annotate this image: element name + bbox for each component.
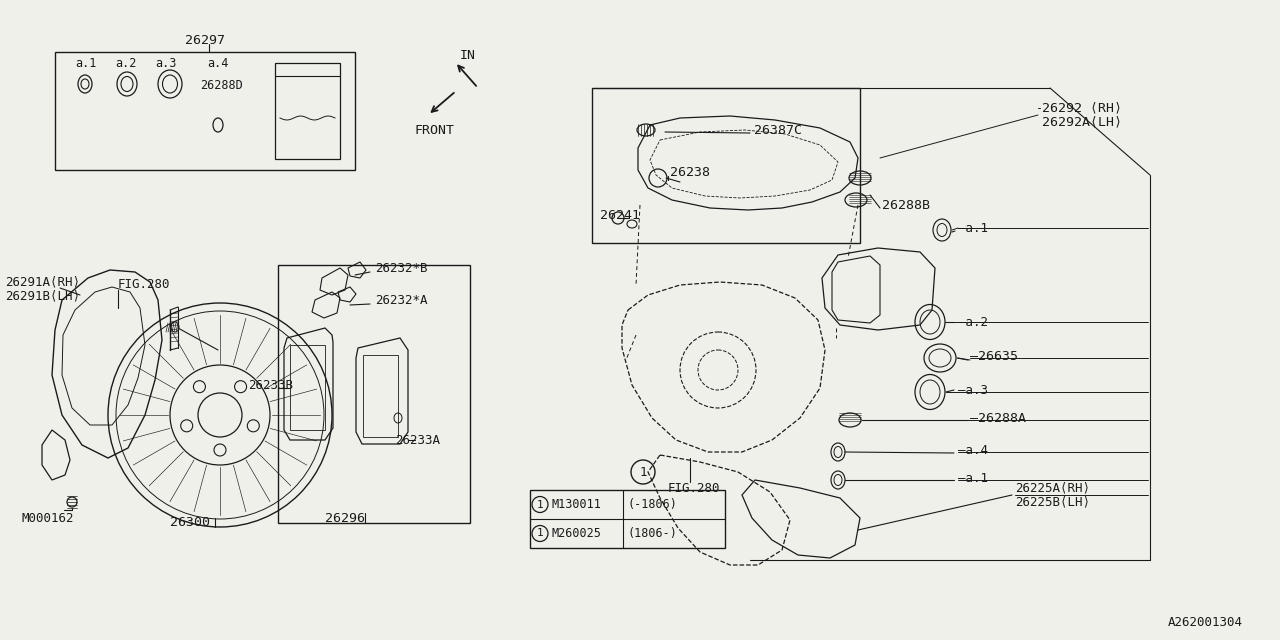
- Text: 1: 1: [536, 499, 544, 509]
- Text: 26288B: 26288B: [882, 198, 931, 211]
- Text: 26292A⟨LH⟩: 26292A⟨LH⟩: [1042, 115, 1123, 129]
- Text: a.1: a.1: [76, 56, 96, 70]
- Text: 26241: 26241: [600, 209, 640, 221]
- Text: IN: IN: [460, 49, 476, 61]
- Text: FIG.280: FIG.280: [668, 481, 721, 495]
- Text: —a.3: —a.3: [957, 383, 988, 397]
- Text: —a.2: —a.2: [957, 316, 988, 328]
- Text: 26291B⟨LH⟩: 26291B⟨LH⟩: [5, 289, 79, 303]
- Text: 26232*B: 26232*B: [375, 262, 428, 275]
- Text: 26238: 26238: [669, 166, 710, 179]
- Bar: [530, 490, 724, 548]
- Text: FRONT: FRONT: [415, 124, 454, 136]
- Text: 26232*A: 26232*A: [375, 294, 428, 307]
- Text: —26288A: —26288A: [970, 412, 1027, 424]
- Text: 26387C: 26387C: [754, 124, 803, 136]
- Text: a.2: a.2: [115, 56, 137, 70]
- Text: —a.4: —a.4: [957, 444, 988, 456]
- Text: (-1806): (-1806): [628, 498, 678, 511]
- Text: 26225B⟨LH⟩: 26225B⟨LH⟩: [1015, 495, 1091, 509]
- Bar: [364, 355, 398, 437]
- Text: —26635: —26635: [970, 349, 1018, 362]
- Text: 26233A: 26233A: [396, 433, 440, 447]
- Text: —a.1: —a.1: [957, 472, 988, 484]
- Text: 26291A⟨RH⟩: 26291A⟨RH⟩: [5, 275, 79, 289]
- Text: A262001304: A262001304: [1169, 616, 1243, 628]
- Text: (1806-): (1806-): [628, 527, 678, 540]
- Text: 26300: 26300: [170, 515, 210, 529]
- Text: 26296: 26296: [325, 511, 365, 525]
- Text: —a.1: —a.1: [957, 221, 988, 234]
- Text: M130011: M130011: [552, 498, 602, 511]
- Text: 26233B: 26233B: [248, 378, 293, 392]
- Bar: [591, 88, 860, 243]
- Text: a.4: a.4: [207, 56, 228, 70]
- Bar: [275, 63, 340, 159]
- Text: 26292 ⟨RH⟩: 26292 ⟨RH⟩: [1042, 102, 1123, 115]
- Text: M260025: M260025: [552, 527, 602, 540]
- Text: FIG.280: FIG.280: [118, 278, 170, 291]
- Text: 26288D: 26288D: [200, 79, 243, 92]
- Text: 26225A⟨RH⟩: 26225A⟨RH⟩: [1015, 481, 1091, 495]
- Text: 1: 1: [639, 465, 646, 479]
- Text: a.3: a.3: [155, 56, 177, 70]
- Bar: [278, 265, 470, 523]
- Text: 26297: 26297: [186, 33, 225, 47]
- Text: 1: 1: [536, 529, 544, 538]
- Text: M000162: M000162: [22, 511, 74, 525]
- Bar: [291, 345, 325, 430]
- Bar: [55, 52, 355, 170]
